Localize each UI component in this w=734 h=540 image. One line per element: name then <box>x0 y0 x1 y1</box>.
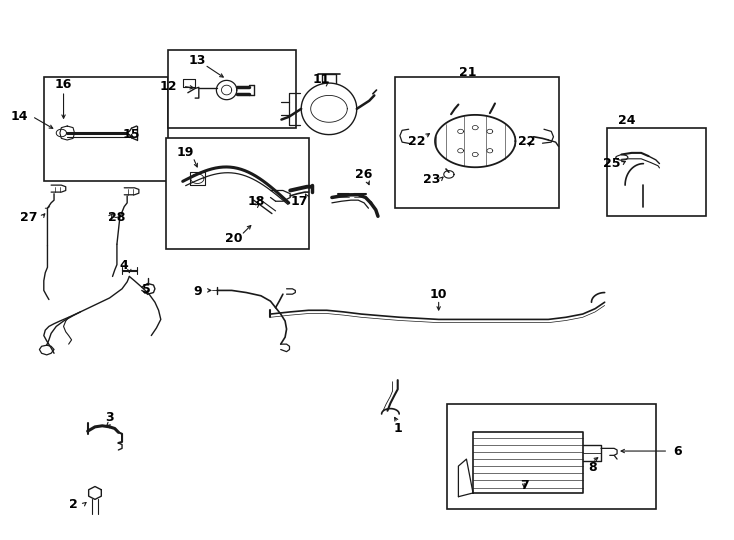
Text: 18: 18 <box>247 195 264 208</box>
Bar <box>44 77 168 181</box>
Text: 5: 5 <box>142 284 150 296</box>
Text: 22: 22 <box>517 134 535 147</box>
Text: 16: 16 <box>55 78 72 91</box>
Text: 11: 11 <box>313 73 330 86</box>
Bar <box>607 127 705 217</box>
Text: 17: 17 <box>291 195 308 208</box>
Text: 10: 10 <box>430 288 448 301</box>
Text: 25: 25 <box>603 157 621 170</box>
Text: 7: 7 <box>520 480 528 492</box>
Text: 13: 13 <box>189 54 206 67</box>
Text: 22: 22 <box>408 134 426 147</box>
Text: 1: 1 <box>393 422 402 435</box>
Text: 24: 24 <box>618 114 636 127</box>
Text: 19: 19 <box>177 146 195 159</box>
Text: 23: 23 <box>423 173 440 186</box>
Bar <box>395 77 559 208</box>
Text: 28: 28 <box>108 211 126 224</box>
Text: 21: 21 <box>459 66 476 79</box>
Text: 6: 6 <box>674 444 682 457</box>
Text: 9: 9 <box>193 285 202 298</box>
Bar <box>168 50 296 127</box>
Text: 27: 27 <box>21 211 38 224</box>
Text: 20: 20 <box>225 232 243 245</box>
Text: 14: 14 <box>11 110 29 123</box>
Text: 26: 26 <box>355 168 372 181</box>
Text: 12: 12 <box>159 80 177 93</box>
Text: 3: 3 <box>105 411 114 424</box>
Bar <box>166 138 308 248</box>
Bar <box>448 404 656 509</box>
Text: 4: 4 <box>120 259 128 272</box>
Text: 15: 15 <box>123 127 140 140</box>
Text: 2: 2 <box>69 498 77 511</box>
Text: 8: 8 <box>588 461 597 474</box>
